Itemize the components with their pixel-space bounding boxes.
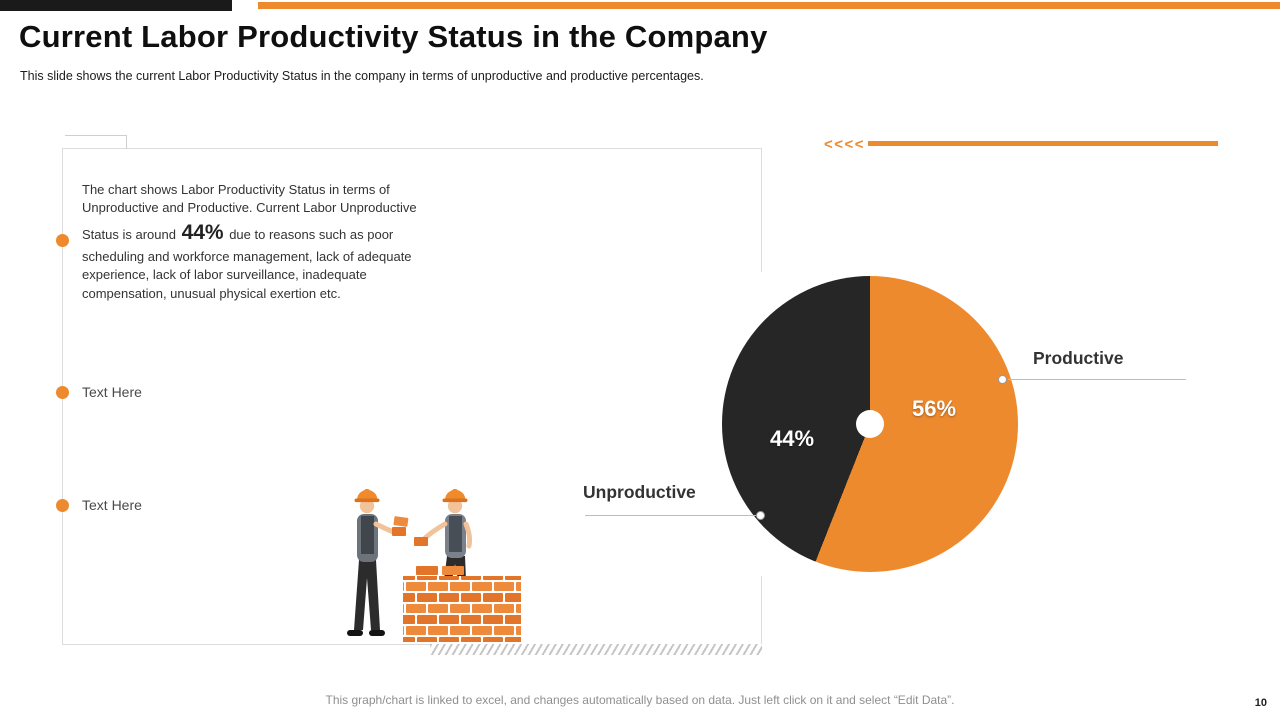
text-here-placeholder: Text Here xyxy=(82,497,142,513)
bullet-dot xyxy=(56,499,69,512)
callout-marker-productive xyxy=(998,375,1007,384)
bullet-paragraph: The chart shows Labor Productivity Statu… xyxy=(82,181,444,303)
chevrons-icon: <<<< xyxy=(824,136,866,153)
pie-value-label-productive: 56% xyxy=(912,396,957,421)
pie-center-dot xyxy=(856,410,884,438)
callout-label-productive: Productive xyxy=(1033,348,1124,368)
construction-workers-illustration xyxy=(347,489,521,642)
callout-line-productive xyxy=(1008,379,1186,380)
pie-chart[interactable] xyxy=(718,272,1022,576)
bullet-dot xyxy=(56,234,69,247)
page-number: 10 xyxy=(1254,697,1267,709)
bullet-dot xyxy=(56,386,69,399)
callout-line-unproductive xyxy=(585,515,756,516)
footer-note: This graph/chart is linked to excel, and… xyxy=(325,693,955,707)
paragraph-text-after: due to reasons such as poor scheduling a… xyxy=(82,226,412,301)
hatch-decoration xyxy=(430,644,762,655)
text-here-placeholder: Text Here xyxy=(82,384,142,400)
pie-value-label-unproductive: 44% xyxy=(770,426,815,451)
panel-corner-decoration xyxy=(65,135,127,149)
top-left-black-bar xyxy=(0,0,232,11)
paragraph-text-before: The chart shows Labor Productivity Statu… xyxy=(82,182,417,242)
brick-wall xyxy=(403,566,521,642)
worker-left xyxy=(347,489,409,636)
header-accent-line xyxy=(868,141,1218,146)
page-title: Current Labor Productivity Status in the… xyxy=(19,19,768,54)
slide-subtitle: This slide shows the current Labor Produ… xyxy=(20,69,704,83)
callout-label-unproductive: Unproductive xyxy=(583,482,696,502)
top-orange-bar xyxy=(258,2,1280,9)
callout-marker-unproductive xyxy=(756,511,765,520)
unproductive-percent-highlight: 44% xyxy=(181,220,224,244)
